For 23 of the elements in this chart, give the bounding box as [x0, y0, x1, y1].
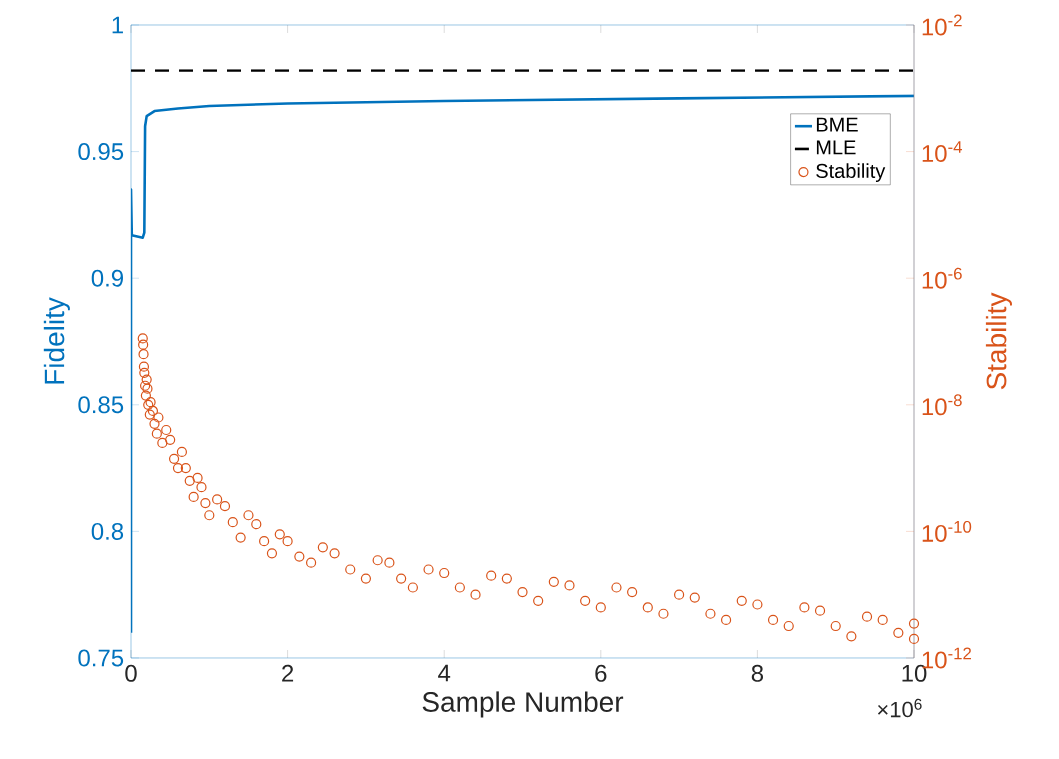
y-tick-label: 0.95: [78, 143, 124, 161]
y2-tick-label: 10$^{-6}$: [922, 267, 962, 289]
y2-tick-label: 10$^{-4}$: [922, 141, 963, 163]
x-tick-label: 2: [282, 664, 294, 682]
y-axis-title: Fidelity: [43, 297, 70, 384]
legend-label: MLE: [816, 140, 856, 155]
y-tick-label: 0.8: [91, 522, 124, 540]
legend-label: Stability: [816, 163, 886, 182]
text: ×10$^{6}$: [877, 698, 922, 718]
y-tick-label: 0.9: [91, 269, 123, 287]
x-tick-label: 8: [751, 664, 764, 682]
y2-axis-title: Stability: [985, 292, 1012, 390]
y-tick-label: 0.75: [78, 649, 124, 667]
legend-label: BME: [816, 117, 858, 132]
y2-tick-label: 10$^{-8}$: [922, 394, 962, 416]
y-tick-label: 1: [112, 16, 123, 34]
x-axis-title: Sample Number: [422, 691, 624, 718]
x-tick-label: 4: [438, 664, 451, 682]
x-tick-label: 6: [595, 664, 607, 682]
x-tick-label: 0: [125, 664, 137, 682]
y2-tick-label: 10$^{-2}$: [922, 14, 962, 36]
y-tick-label: 0.85: [78, 396, 124, 414]
y2-tick-label: 10$^{-10}$: [922, 520, 972, 542]
